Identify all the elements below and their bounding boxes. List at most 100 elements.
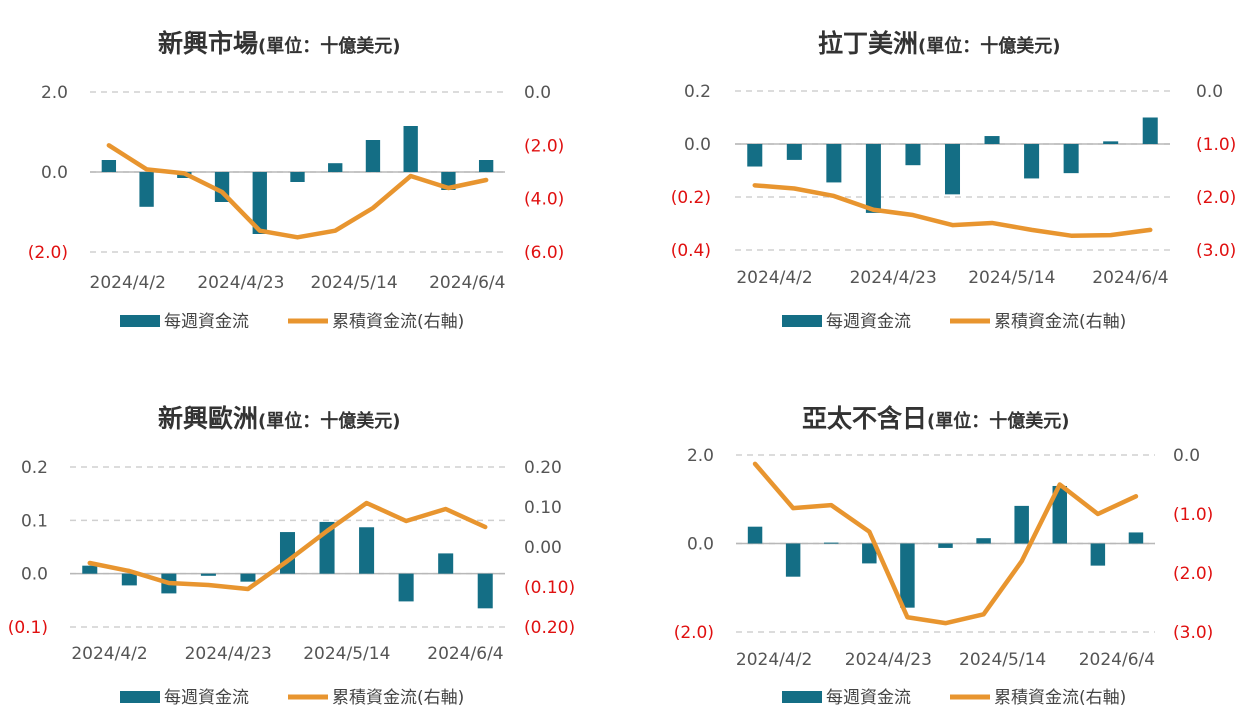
- y-left-tick-label: (0.2): [671, 188, 711, 208]
- y-left-tick-label: 2.0: [687, 446, 714, 466]
- y-left-tick-label: (2.0): [28, 243, 68, 263]
- chart-title: 拉丁美洲(單位：十億美元): [818, 29, 1060, 58]
- x-tick-label: 2024/4/23: [197, 273, 284, 293]
- chart-title-unit: (單位：十億美元): [258, 410, 400, 432]
- chart-title-unit: (單位：十億美元): [258, 35, 400, 57]
- bar-weekly-flow: [121, 573, 137, 586]
- bar-weekly-flow: [938, 543, 953, 548]
- y-right-tick-label: (6.0): [524, 243, 564, 263]
- chart-title: 亞太不含日(單位：十億美元): [802, 404, 1069, 433]
- bar-weekly-flow: [139, 172, 154, 207]
- y-left-tick-label: 0.2: [684, 82, 711, 102]
- bar-weekly-flow: [747, 526, 763, 544]
- x-tick-label: 2024/5/14: [959, 650, 1046, 670]
- x-tick-label: 2024/6/4: [429, 273, 505, 293]
- bar-weekly-flow: [823, 542, 839, 544]
- bar-weekly-flow: [865, 144, 881, 213]
- legend: 每週資金流 累積資金流(右軸): [782, 312, 1126, 332]
- legend: 每週資金流 累積資金流(右軸): [120, 312, 464, 332]
- bar-weekly-flow: [252, 172, 267, 234]
- chart-panel-1: 新興市場(單位：十億美元) 2.0 0.0 (2.0) 0.0 (2.0) (4.0) (6.…: [28, 29, 565, 332]
- x-tick-label: 2024/5/14: [303, 644, 390, 664]
- y-right-tick-label: 0.0: [524, 83, 551, 103]
- bar-weekly-flow: [862, 543, 877, 564]
- y-right-tick-label: (0.20): [524, 618, 575, 638]
- legend-bar-swatch: [120, 691, 160, 703]
- x-tick-label: 2024/6/4: [1092, 268, 1168, 288]
- chart-panel-3: 新興歐洲(單位：十億美元) 0.2 0.1 0.0 (0.1) 0.20 0.10 0.00 (…: [8, 404, 575, 708]
- bar-weekly-flow: [1103, 141, 1119, 144]
- y-right-tick-label: 0.0: [1173, 446, 1200, 466]
- y-right-tick-label: 0.20: [524, 458, 562, 478]
- y-right-tick-label: (1.0): [1196, 135, 1236, 155]
- y-right-tick-label: 0.10: [524, 498, 562, 518]
- chart-title: 新興市場(單位：十億美元): [158, 29, 400, 58]
- y-right-tick-label: 0.0: [1196, 82, 1223, 102]
- bar-weekly-flow: [1024, 144, 1040, 179]
- bar-weekly-flow: [290, 172, 305, 182]
- legend-bar-label: 每週資金流: [826, 312, 911, 332]
- y-left-tick-label: 0.0: [687, 535, 714, 555]
- x-tick-label: 2024/4/2: [736, 268, 812, 288]
- x-tick-label: 2024/4/23: [185, 644, 272, 664]
- bar-weekly-flow: [478, 160, 494, 172]
- y-left-tick-label: 2.0: [41, 83, 68, 103]
- x-tick-label: 2024/6/4: [1079, 650, 1155, 670]
- chart-panel-4: 亞太不含日(單位：十億美元) 2.0 0.0 (2.0) 0.0 (1.0) (2.0) (3…: [674, 404, 1214, 708]
- bar-weekly-flow: [240, 573, 256, 582]
- y-right-tick-label: (3.0): [1173, 623, 1213, 643]
- legend-bar-swatch: [782, 315, 822, 327]
- chart-title-main: 新興歐洲: [158, 404, 258, 433]
- y-right-tick-label: (0.10): [524, 578, 575, 598]
- x-tick-label: 2024/5/14: [311, 273, 398, 293]
- x-tick-label: 2024/4/23: [850, 268, 937, 288]
- x-tick-label: 2024/4/2: [90, 273, 166, 293]
- x-tick-label: 2024/5/14: [968, 268, 1055, 288]
- y-left-tick-label: 0.0: [21, 565, 48, 585]
- x-tick-label: 2024/4/2: [736, 650, 812, 670]
- legend-bar-label: 每週資金流: [826, 688, 911, 708]
- bar-weekly-flow: [1142, 117, 1158, 144]
- bar-weekly-flow: [403, 126, 418, 172]
- legend-line-label: 累積資金流(右軸): [994, 312, 1126, 332]
- bar-weekly-flow: [398, 573, 414, 602]
- bar-weekly-flow: [900, 543, 915, 608]
- legend: 每週資金流 累積資金流(右軸): [782, 688, 1126, 708]
- chart-title-unit: (單位：十億美元): [927, 410, 1069, 432]
- legend-bar-label: 每週資金流: [164, 688, 249, 708]
- bar-weekly-flow: [1128, 532, 1144, 544]
- y-right-tick-label: (3.0): [1196, 241, 1236, 261]
- bar-weekly-flow: [976, 538, 991, 544]
- bar-weekly-flow: [785, 543, 801, 577]
- chart-title-main: 拉丁美洲: [818, 29, 918, 58]
- legend-bar-swatch: [782, 691, 822, 703]
- bar-weekly-flow: [786, 144, 802, 160]
- x-tick-label: 2024/6/4: [427, 644, 503, 664]
- legend-line-label: 累積資金流(右軸): [994, 688, 1126, 708]
- bar-weekly-flow: [359, 527, 375, 574]
- chart-title-main: 新興市場: [158, 29, 258, 58]
- bar-weekly-flow: [477, 573, 493, 609]
- bar-weekly-flow: [1063, 144, 1079, 174]
- y-right-tick-label: (2.0): [1173, 564, 1213, 584]
- legend-line-label: 累積資金流(右軸): [332, 312, 464, 332]
- bar-weekly-flow: [1090, 543, 1106, 566]
- bar-weekly-flow: [82, 565, 98, 574]
- y-right-tick-label: (1.0): [1173, 505, 1213, 525]
- bar-weekly-flow: [365, 140, 381, 172]
- y-left-tick-label: 0.0: [684, 135, 711, 155]
- bar-weekly-flow: [438, 553, 454, 574]
- legend: 每週資金流 累積資金流(右軸): [120, 688, 464, 708]
- y-right-tick-label: 0.00: [524, 538, 562, 558]
- bar-weekly-flow: [826, 144, 842, 183]
- y-left-tick-label: 0.1: [21, 511, 48, 531]
- legend-bar-swatch: [120, 315, 160, 327]
- y-left-tick-label: (0.4): [671, 241, 711, 261]
- y-right-tick-label: (4.0): [524, 190, 564, 210]
- bar-weekly-flow: [905, 144, 921, 166]
- chart-title-main: 亞太不含日: [802, 404, 927, 433]
- bar-weekly-flow: [101, 160, 117, 172]
- bar-weekly-flow: [747, 144, 763, 167]
- y-left-tick-label: (0.1): [8, 618, 48, 638]
